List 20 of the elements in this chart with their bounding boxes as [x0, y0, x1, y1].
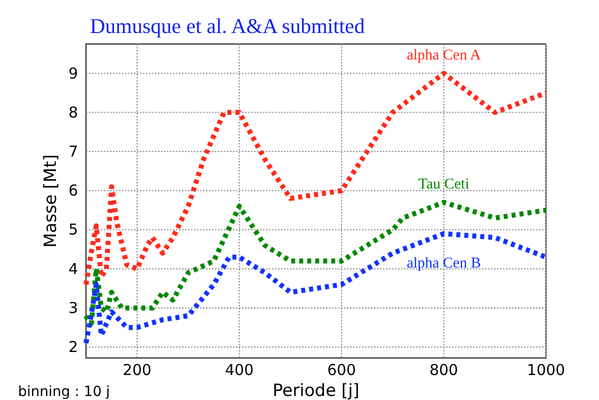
- y-tick-label: 5: [68, 220, 78, 239]
- series-label: alpha Cen B: [406, 256, 481, 272]
- y-tick-label: 6: [68, 182, 78, 200]
- y-tick-label: 8: [68, 103, 78, 122]
- y-tick-label: 4: [68, 260, 78, 278]
- series-label: Tau Ceti: [418, 176, 470, 192]
- chart-title: Dumusque et al. A&A submitted: [90, 14, 366, 38]
- y-tick-label: 2: [68, 338, 78, 356]
- x-tick-label: 400: [225, 361, 254, 379]
- x-tick-label: 200: [122, 361, 152, 379]
- y-tick-label: 7: [68, 142, 78, 161]
- x-tick-label: 1000: [526, 361, 566, 379]
- x-tick-label: 800: [429, 361, 458, 379]
- text: binning : 10 j: [18, 384, 110, 400]
- x-axis-title: Periode [j]: [272, 381, 360, 400]
- y-axis-title: Masse [Mt]: [41, 154, 61, 248]
- x-tick-label: 600: [327, 361, 356, 379]
- series-label: alpha Cen A: [406, 47, 482, 64]
- y-tick-label: 3: [68, 298, 78, 317]
- y-tick-label: 9: [68, 64, 78, 82]
